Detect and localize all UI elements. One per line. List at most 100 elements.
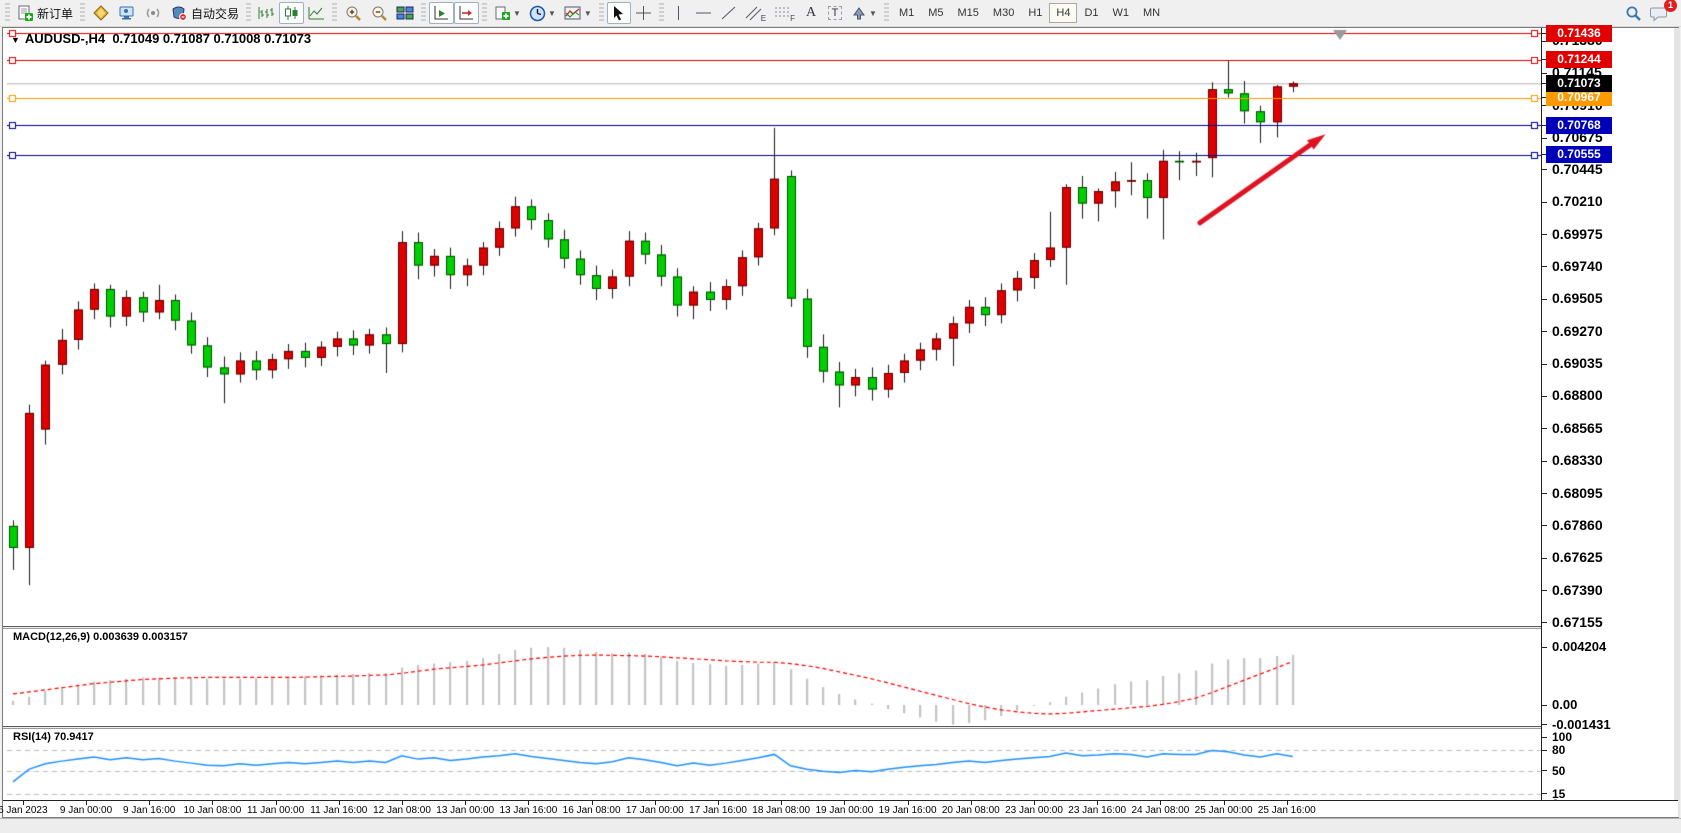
toolbar-grip[interactable]	[883, 3, 889, 23]
crosshair-tool-button[interactable]	[631, 2, 656, 24]
main-toolbar: 新订单 自动交易	[0, 0, 1681, 27]
timeframe-button-M1[interactable]: M1	[898, 7, 915, 19]
macd-signal-value: 0.003157	[142, 631, 188, 643]
price-axis-tick	[1542, 72, 1547, 74]
zoom-out-button[interactable]	[366, 2, 392, 24]
price-axis-tick	[1542, 40, 1547, 42]
toolbar-grip[interactable]	[658, 3, 664, 23]
price-axis-label: 0.68800	[1552, 387, 1603, 404]
time-axis-tick	[402, 801, 403, 805]
price-axis[interactable]: 0.713800.711450.709100.706750.704450.702…	[1542, 24, 1674, 811]
time-axis-label: 16 Jan 08:00	[562, 805, 621, 816]
chevron-down-icon: ▼	[869, 8, 877, 18]
time-axis-tick	[465, 801, 467, 805]
rsi-axis-label: 50	[1552, 763, 1566, 778]
timeframe-button-M15[interactable]: M15	[957, 7, 979, 19]
price-axis-tick	[1542, 724, 1547, 726]
fibonacci-tool-button[interactable]: F	[770, 2, 799, 24]
toolbar-grip[interactable]	[5, 3, 10, 23]
bar-chart-button[interactable]	[254, 2, 279, 24]
candlestick-chart-button[interactable]	[279, 2, 305, 24]
price-badge-0.71244: 0.71244	[1546, 51, 1612, 69]
arrows-tool-icon	[851, 5, 867, 21]
price-axis-tick	[1542, 557, 1547, 559]
price-axis-label: 0.69505	[1552, 290, 1603, 307]
price-chart-canvas[interactable]	[7, 28, 1541, 626]
horizontal-line-tool-button[interactable]	[691, 2, 716, 24]
period-clock-button[interactable]: ▼	[525, 2, 560, 24]
time-axis-tick	[212, 801, 214, 805]
arrows-tool-button[interactable]: ▼	[847, 2, 881, 24]
time-axis-label: 23 Jan 00:00	[1005, 805, 1063, 816]
new-order-button[interactable]: 新订单	[13, 2, 77, 24]
toolbar-grip[interactable]	[482, 3, 488, 23]
auto-scroll-button[interactable]	[429, 2, 455, 24]
line-chart-button[interactable]	[304, 2, 329, 24]
rsi-value: 70.9417	[53, 731, 94, 743]
time-axis[interactable]: 6 Jan 2023 9 Jan 00:00 9 Jan 16:00 10 Jan 0…	[0, 800, 1678, 817]
toolbar-grip[interactable]	[598, 3, 604, 23]
channel-tool-button[interactable]: E	[741, 2, 770, 24]
timeframe-button-W1[interactable]: W1	[1112, 7, 1130, 19]
timeframe-button-H1[interactable]: H1	[1028, 7, 1043, 19]
price-axis-label: 0.70445	[1552, 160, 1603, 177]
timeframe-button-MN[interactable]: MN	[1143, 7, 1161, 19]
time-axis-label: 11 Jan 16:00	[310, 805, 368, 816]
macd-name: MACD(12,26,9)	[13, 631, 91, 643]
add-object-button[interactable]: ▼	[490, 2, 525, 24]
time-axis-tick	[654, 801, 656, 805]
timeframe-button-M5[interactable]: M5	[928, 7, 944, 19]
indicators-button[interactable]: ▼	[560, 2, 596, 24]
crosshair-icon	[635, 5, 652, 21]
terminal-button[interactable]	[114, 2, 140, 24]
macd-main-value: 0.003639	[93, 631, 139, 643]
toolbar-grip[interactable]	[332, 3, 338, 23]
time-axis-tick	[970, 801, 972, 805]
time-axis-tick	[781, 801, 783, 805]
time-axis-label: 6 Jan 2023	[0, 805, 48, 816]
price-axis-tick	[1542, 331, 1547, 333]
timeframe-button-M30[interactable]: M30	[992, 7, 1015, 19]
panel-separator[interactable]	[3, 726, 1678, 729]
zoom-in-button[interactable]	[340, 2, 366, 24]
price-axis-tick	[1542, 82, 1547, 84]
market-watch-button[interactable]	[88, 2, 114, 24]
tile-windows-button[interactable]	[392, 2, 418, 24]
rsi-indicator-canvas[interactable]	[7, 729, 1541, 800]
cursor-tool-button[interactable]	[606, 2, 631, 24]
toolbar-grip[interactable]	[80, 3, 86, 23]
text-tool-button[interactable]: A	[799, 2, 823, 24]
autotrading-icon	[170, 5, 188, 21]
toolbar-grip[interactable]	[421, 3, 427, 23]
trendline-tool-button[interactable]	[716, 2, 741, 24]
price-axis-tick	[1542, 793, 1547, 795]
chart-shift-button[interactable]	[454, 2, 480, 24]
panel-separator[interactable]	[3, 626, 1678, 629]
vertical-line-tool-button[interactable]	[667, 2, 691, 24]
time-axis-tick	[528, 801, 530, 805]
time-axis-tick	[718, 801, 719, 805]
price-axis-tick	[1542, 59, 1547, 61]
trendline-icon	[720, 5, 737, 21]
indicators-icon	[564, 5, 582, 21]
collapse-triangle-icon[interactable]: ▼	[11, 35, 20, 45]
price-axis-tick	[1542, 622, 1547, 624]
price-axis-tick	[1542, 363, 1547, 365]
toolbar-grip[interactable]	[246, 3, 252, 23]
signals-button[interactable]	[140, 2, 166, 24]
price-axis-tick	[1542, 736, 1547, 738]
horizontal-line-icon	[695, 5, 712, 21]
text-label-tool-button[interactable]: T	[823, 2, 847, 24]
text-label-icon: T	[827, 6, 843, 20]
notifications-button[interactable]: 1	[1646, 0, 1677, 24]
price-axis-tick	[1542, 234, 1547, 236]
vertical-line-icon	[672, 5, 685, 21]
autotrading-button[interactable]: 自动交易	[166, 2, 243, 24]
timeframe-button-H4[interactable]: H4	[1049, 3, 1078, 23]
timeframe-button-D1[interactable]: D1	[1084, 7, 1099, 19]
search-button[interactable]	[1620, 2, 1646, 24]
macd-indicator-canvas[interactable]	[7, 629, 1541, 726]
time-axis-label: 18 Jan 08:00	[752, 805, 811, 816]
time-axis-label: 25 Jan 00:00	[1194, 805, 1253, 816]
chart-symbol-period: AUDUSD-,H4	[24, 31, 106, 46]
